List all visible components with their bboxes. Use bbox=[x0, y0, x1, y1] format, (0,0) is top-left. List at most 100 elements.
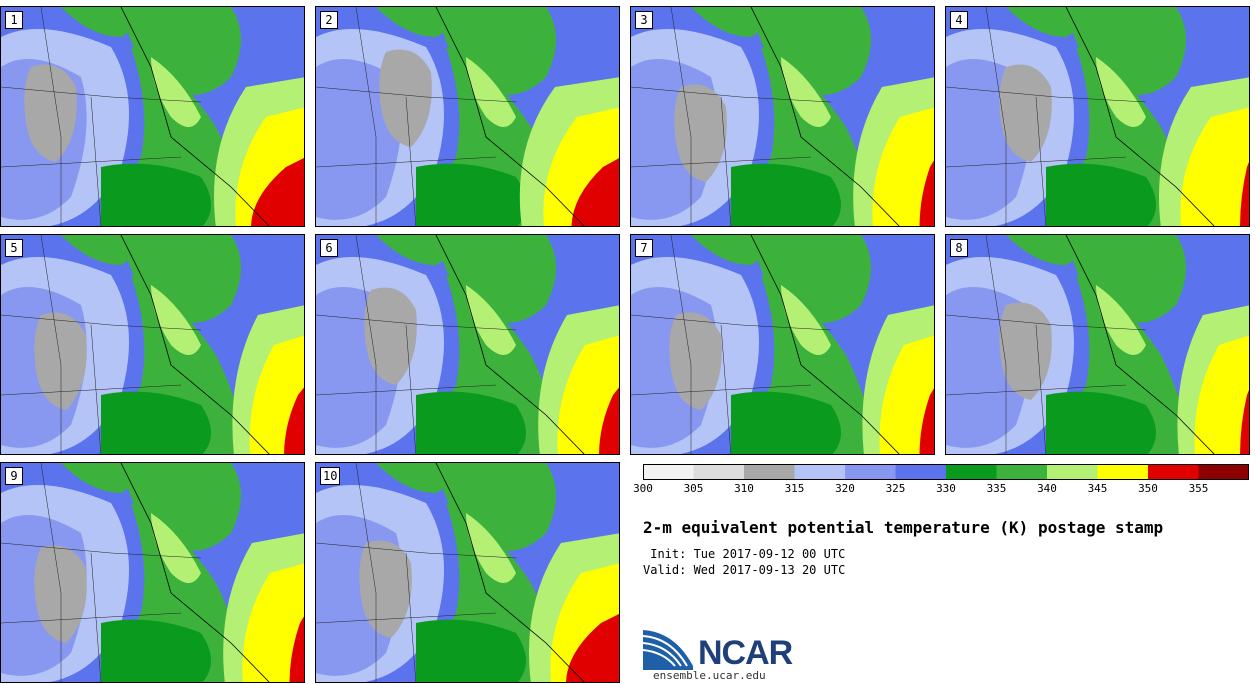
dark-green-region bbox=[101, 619, 211, 682]
colorbar-bin bbox=[1148, 464, 1199, 480]
coastline bbox=[1065, 7, 1215, 226]
cool-gray-region bbox=[669, 312, 722, 410]
ncar-logo-text: NCAR bbox=[698, 634, 793, 672]
hot-red bbox=[284, 387, 304, 454]
state-borders bbox=[1, 7, 202, 226]
colorbar-tick-label: 345 bbox=[1087, 482, 1108, 495]
light-green-region bbox=[151, 513, 201, 583]
map-member-3 bbox=[631, 7, 934, 226]
dark-green-region bbox=[416, 163, 526, 226]
warm-yellow bbox=[1180, 107, 1249, 226]
coastline bbox=[435, 235, 585, 454]
colorbar-tick-label: 335 bbox=[986, 482, 1007, 495]
map-member-1 bbox=[1, 7, 304, 226]
panel-member-6: 6 bbox=[315, 234, 620, 455]
panel-member-10: 10 bbox=[315, 462, 620, 683]
coastline bbox=[120, 235, 270, 454]
dark-green-region bbox=[101, 391, 211, 454]
panel-member-3: 3 bbox=[630, 6, 935, 227]
colorbar-tick-label: 340 bbox=[1037, 482, 1057, 495]
panel-member-5: 5 bbox=[0, 234, 305, 455]
colorbar-tick-label: 320 bbox=[835, 482, 855, 495]
coastline bbox=[120, 7, 270, 226]
hot-red bbox=[919, 160, 934, 226]
member-label: 6 bbox=[320, 239, 338, 257]
dark-green-region bbox=[416, 391, 526, 454]
member-label: 9 bbox=[5, 467, 23, 485]
light-green-region bbox=[781, 57, 831, 127]
green-region-lakes bbox=[376, 7, 450, 37]
colorbar-bin bbox=[693, 464, 745, 480]
coastline bbox=[435, 7, 585, 226]
colorbar-bin bbox=[1198, 464, 1249, 480]
colorbar-tick-label: 310 bbox=[734, 482, 754, 495]
light-green-region bbox=[151, 285, 201, 355]
member-label: 5 bbox=[5, 239, 23, 257]
colorbar-tick-label: 355 bbox=[1188, 482, 1209, 495]
map-member-5 bbox=[1, 235, 304, 454]
panel-member-1: 1 bbox=[0, 6, 305, 227]
hot-red bbox=[251, 158, 304, 226]
panel-member-7: 7 bbox=[630, 234, 935, 455]
colorbar-bin bbox=[996, 464, 1048, 480]
map-member-9 bbox=[1, 463, 304, 682]
member-label: 2 bbox=[320, 11, 338, 29]
cool-gray-region bbox=[24, 64, 77, 162]
state-borders bbox=[946, 7, 1147, 226]
coastline bbox=[750, 235, 900, 454]
light-green-region bbox=[1096, 57, 1146, 127]
colorbar-tick-label: 330 bbox=[936, 482, 956, 495]
light-green-region bbox=[781, 285, 831, 355]
hot-red bbox=[919, 388, 934, 454]
cool-gray-region bbox=[674, 84, 727, 182]
green-region-lakes bbox=[691, 235, 765, 265]
state-borders bbox=[316, 463, 517, 682]
dark-green-region bbox=[101, 163, 211, 226]
colorbar bbox=[643, 464, 1249, 480]
map-member-2 bbox=[316, 7, 619, 226]
warm-yellow bbox=[879, 335, 934, 454]
colorbar-bin bbox=[895, 464, 947, 480]
map-member-10 bbox=[316, 463, 619, 682]
state-borders bbox=[946, 235, 1147, 454]
member-label: 10 bbox=[320, 467, 341, 485]
colorbar-bin bbox=[643, 464, 694, 480]
cool-gray-region bbox=[364, 287, 417, 385]
green-region-lakes bbox=[1006, 235, 1080, 265]
panel-member-2: 2 bbox=[315, 6, 620, 227]
state-borders bbox=[1, 235, 202, 454]
cool-gray-region bbox=[379, 49, 432, 147]
dark-green-region bbox=[416, 619, 526, 682]
map-member-7 bbox=[631, 235, 934, 454]
map-member-4 bbox=[946, 7, 1249, 226]
hot-red bbox=[1240, 390, 1249, 454]
member-label: 3 bbox=[635, 11, 653, 29]
green-region-lakes bbox=[61, 7, 135, 37]
panel-member-4: 4 bbox=[945, 6, 1250, 227]
state-borders bbox=[316, 235, 517, 454]
colorbar-bin bbox=[794, 464, 846, 480]
hot-red bbox=[289, 616, 304, 682]
valid-time: Valid: Wed 2017-09-13 20 UTC bbox=[643, 563, 846, 577]
light-green-region bbox=[466, 513, 516, 583]
member-label: 4 bbox=[950, 11, 968, 29]
member-label: 8 bbox=[950, 239, 968, 257]
colorbar-tick-label: 300 bbox=[633, 482, 653, 495]
panel-member-8: 8 bbox=[945, 234, 1250, 455]
colorbar-frame bbox=[643, 464, 1249, 480]
colorbar-tick-label: 305 bbox=[683, 482, 704, 495]
green-region-lakes bbox=[691, 7, 765, 37]
light-green-region bbox=[151, 57, 201, 127]
coastline bbox=[1065, 235, 1215, 454]
state-borders bbox=[1, 463, 202, 682]
colorbar-tick-label: 325 bbox=[885, 482, 906, 495]
warm-yellow bbox=[872, 107, 934, 226]
dark-green-region bbox=[1046, 163, 1156, 226]
hot-red bbox=[599, 387, 619, 454]
state-borders bbox=[631, 235, 832, 454]
ncar-logo-icon bbox=[643, 630, 693, 670]
green-region-lakes bbox=[376, 235, 450, 265]
colorbar-bin bbox=[845, 464, 896, 480]
colorbar-tick-label: 350 bbox=[1138, 482, 1158, 495]
light-green-region bbox=[466, 285, 516, 355]
